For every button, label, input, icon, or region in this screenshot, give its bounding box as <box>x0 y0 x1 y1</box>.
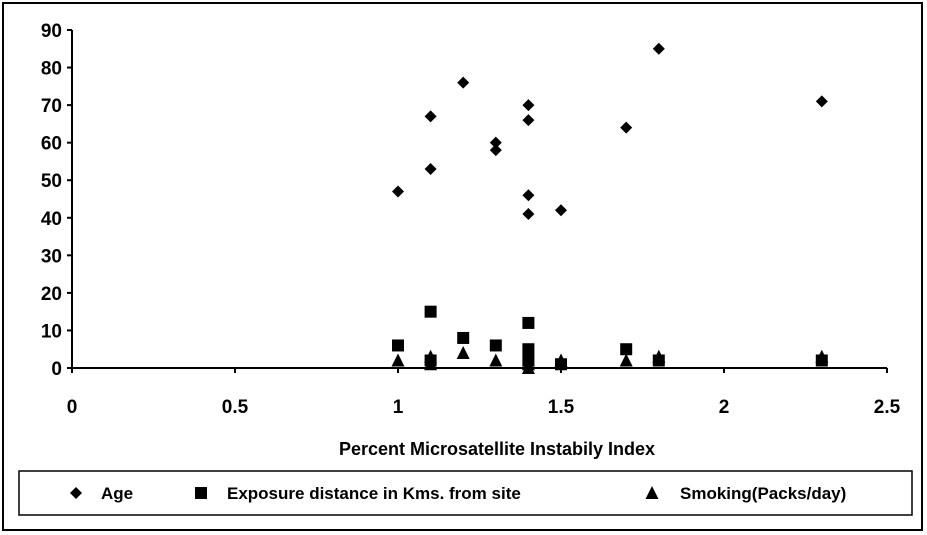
y-tick-label: 60 <box>41 134 62 155</box>
series-square-group <box>392 305 828 371</box>
data-point-triangle <box>815 349 829 363</box>
data-point-diamond <box>620 121 633 134</box>
y-tick-label: 40 <box>41 209 62 230</box>
data-point-diamond <box>489 144 502 157</box>
data-point-square <box>522 343 535 356</box>
x-tick-label: 2.5 <box>874 397 901 418</box>
x-tick-label: 1.5 <box>548 397 575 418</box>
data-point-triangle <box>554 353 568 367</box>
axes <box>67 29 888 373</box>
data-point-triangle <box>489 353 503 367</box>
legend-box <box>18 470 913 516</box>
data-point-square <box>489 339 502 352</box>
y-tick-label: 50 <box>41 171 62 192</box>
x-axis-title: Percent Microsatellite Instabily Index <box>339 439 655 459</box>
data-point-diamond <box>424 162 437 175</box>
x-tick-label: 0.5 <box>222 397 249 418</box>
series-triangle-group <box>391 345 829 374</box>
x-tick-label: 0 <box>67 397 78 418</box>
data-point-square <box>392 339 404 352</box>
data-point-triangle <box>391 353 405 367</box>
data-point-triangle <box>619 353 633 367</box>
data-point-triangle <box>424 349 438 363</box>
data-point-square <box>424 305 437 318</box>
data-point-diamond <box>522 114 535 127</box>
series-diamond-group <box>392 42 828 221</box>
tick-labels: 0 10 20 30 40 50 60 70 80 90 0 0.5 1 1.5 2 2.5 <box>41 21 901 418</box>
legend: Age Exposure distance in Kms. from site Sm… <box>18 470 913 516</box>
data-point-square <box>522 316 535 329</box>
y-tick-label: 0 <box>51 359 62 380</box>
y-tick-label: 10 <box>41 321 62 342</box>
data-point-diamond <box>522 189 535 202</box>
y-tick-label: 30 <box>41 246 62 267</box>
data-point-triangle <box>456 345 470 359</box>
data-point-diamond <box>424 110 437 123</box>
data-point-triangle <box>521 361 535 374</box>
data-point-square <box>457 331 470 344</box>
data-point-diamond <box>489 136 502 149</box>
y-tick-label: 80 <box>41 59 62 80</box>
data-point-diamond <box>522 99 535 112</box>
scatter-chart: 0 10 20 30 40 50 60 70 80 90 0 0.5 1 1.5 2 2.5 Percent … <box>18 21 913 516</box>
data-point-triangle <box>424 357 438 371</box>
data-point-diamond <box>457 76 470 89</box>
x-tick-label: 2 <box>719 397 730 418</box>
data-point-diamond <box>522 208 535 221</box>
y-tick-label: 20 <box>41 284 62 305</box>
legend-marker-triangle <box>645 486 659 499</box>
data-point-diamond <box>815 95 828 108</box>
data-points <box>391 42 829 374</box>
legend-marker-square <box>195 487 207 499</box>
data-point-diamond <box>652 42 665 55</box>
y-tick-label: 70 <box>41 96 62 117</box>
data-point-diamond <box>392 185 404 198</box>
legend-marker-diamond <box>70 487 82 499</box>
data-point-diamond <box>555 204 567 217</box>
x-tick-label: 1 <box>393 397 404 418</box>
data-point-square <box>620 343 633 356</box>
data-point-triangle <box>652 349 666 363</box>
legend-label: Age <box>101 484 133 503</box>
legend-label: Exposure distance in Kms. from site <box>227 484 521 503</box>
legend-label: Smoking(Packs/day) <box>680 484 846 503</box>
y-tick-label: 90 <box>41 21 62 42</box>
